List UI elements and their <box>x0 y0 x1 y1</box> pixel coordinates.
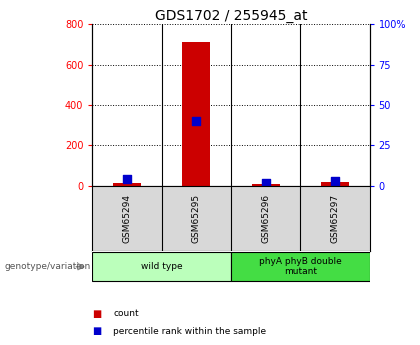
Text: wild type: wild type <box>141 262 183 271</box>
Text: GSM65295: GSM65295 <box>192 194 201 243</box>
Point <box>332 178 339 184</box>
Text: GSM65296: GSM65296 <box>261 194 270 243</box>
Point <box>262 180 269 185</box>
Text: count: count <box>113 309 139 318</box>
Point <box>193 118 200 124</box>
Text: ■: ■ <box>92 309 102 319</box>
Bar <box>321 182 349 186</box>
Text: percentile rank within the sample: percentile rank within the sample <box>113 327 267 336</box>
Bar <box>92 252 231 281</box>
Bar <box>252 184 280 186</box>
Bar <box>231 252 370 281</box>
Title: GDS1702 / 255945_at: GDS1702 / 255945_at <box>155 9 307 23</box>
Bar <box>183 42 210 186</box>
Point <box>124 177 131 182</box>
Bar <box>113 183 141 186</box>
Text: phyA phyB double
mutant: phyA phyB double mutant <box>259 257 342 276</box>
Text: GSM65297: GSM65297 <box>331 194 339 243</box>
Text: GSM65294: GSM65294 <box>123 194 131 243</box>
Text: ■: ■ <box>92 326 102 336</box>
Text: genotype/variation: genotype/variation <box>4 262 90 271</box>
